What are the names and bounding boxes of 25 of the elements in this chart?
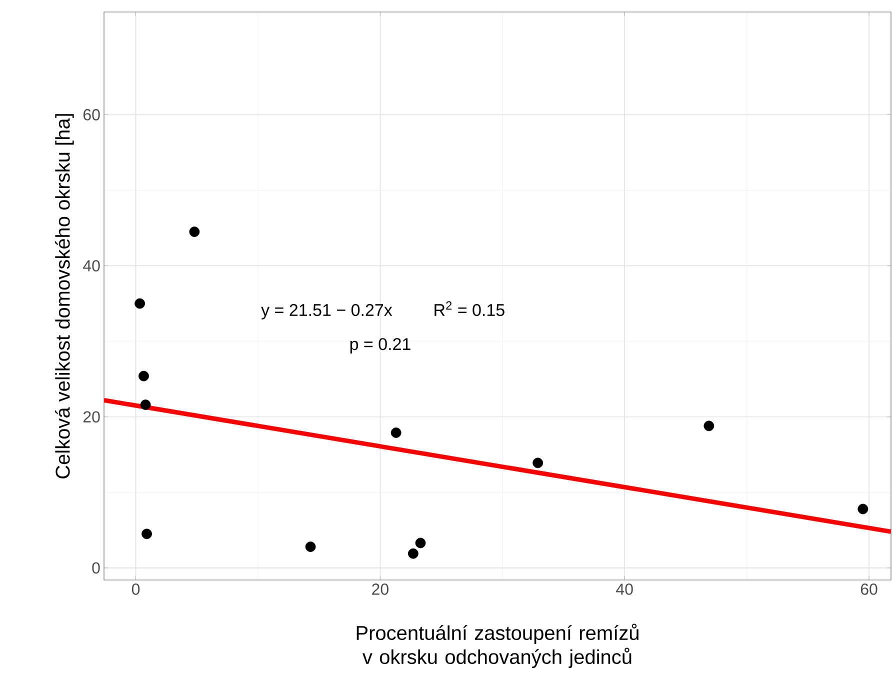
point	[415, 538, 426, 548]
point	[858, 504, 868, 514]
annotation: y = 21.51 − 0.27x	[261, 304, 392, 320]
annotation: R$^{2}$ = 0.15	[434, 301, 504, 316]
x-tick-label: 40	[616, 584, 633, 595]
point	[390, 428, 402, 438]
point	[189, 226, 200, 237]
x-tick-label: 20	[372, 584, 388, 595]
x-tick-label: 0	[132, 584, 140, 595]
point	[704, 420, 714, 432]
y-tick-label: 0	[92, 562, 100, 574]
y-tick-label: 40	[83, 260, 100, 272]
point	[134, 298, 146, 309]
point	[408, 548, 418, 559]
point	[140, 400, 151, 410]
point	[138, 370, 149, 382]
point	[305, 542, 316, 552]
point	[142, 528, 152, 540]
y-tick-label: 20	[83, 411, 100, 423]
y-axis-title: Celková velikost domovského okrsku [ha]	[54, 114, 74, 478]
y-tick-label: 60	[83, 109, 100, 120]
x-axis-title: Procentuální zastoupení remízů v okrsku odchovaných jedinců	[356, 624, 638, 668]
x-tick-label: 60	[860, 584, 878, 595]
point	[532, 458, 544, 468]
annotation: p = 0.21	[350, 338, 410, 354]
